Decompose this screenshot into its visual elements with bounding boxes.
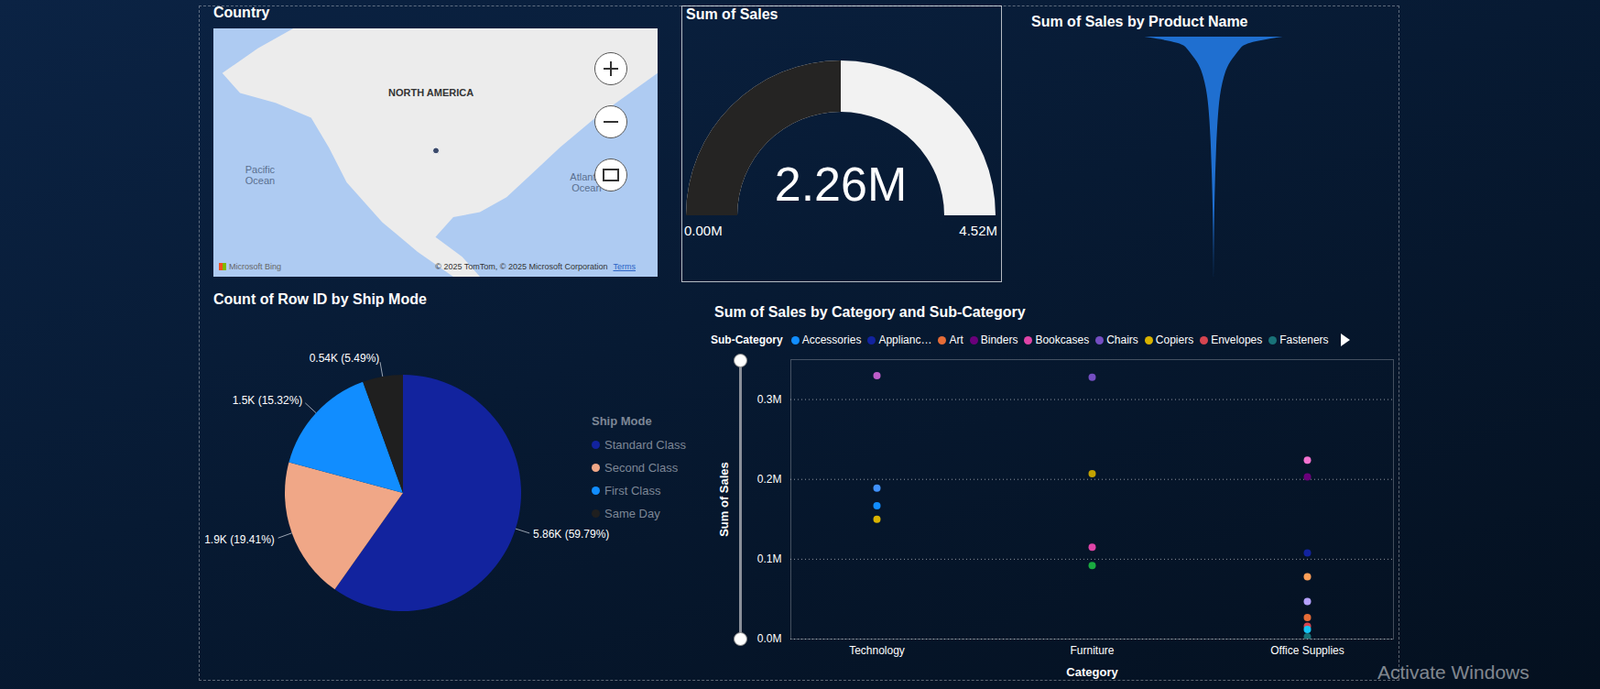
svg-text:0.1M: 0.1M	[757, 552, 783, 566]
svg-text:0.00M: 0.00M	[684, 222, 723, 239]
svg-text:2.26M: 2.26M	[774, 157, 908, 211]
svg-text:Sum of Sales: Sum of Sales	[717, 461, 731, 537]
svg-text:0.54K (5.49%): 0.54K (5.49%)	[309, 351, 381, 365]
html-text:Same Day: Same Day	[604, 506, 661, 521]
svg-text:Category: Category	[1066, 664, 1119, 679]
html-text:Activate Windows: Activate Windows	[1377, 661, 1530, 683]
html-text:Pacific Ocean: Pacific Ocean	[245, 163, 275, 186]
svg-text:0.3M: 0.3M	[757, 392, 783, 406]
html-text:Art: Art	[949, 333, 964, 347]
html-text:Fasteners: Fasteners	[1279, 333, 1329, 347]
html-text:Sum of Sales by Category and S: Sum of Sales by Category and Sub-Categor…	[714, 304, 1026, 320]
html-text:Atlantic Ocean: Atlantic Ocean	[569, 171, 603, 194]
svg-text:1.9K (19.41%): 1.9K (19.41%)	[204, 533, 275, 546]
html-text:Sub-Category: Sub-Category	[710, 333, 783, 347]
svg-text:Office Supplies: Office Supplies	[1270, 643, 1345, 657]
html-text:Accessories: Accessories	[802, 333, 862, 347]
svg-text:1.5K (15.32%): 1.5K (15.32%)	[232, 393, 304, 407]
html-text:Envelopes: Envelopes	[1210, 333, 1263, 347]
html-text:NORTH AMERICA: NORTH AMERICA	[388, 87, 474, 99]
svg-text:Technology: Technology	[848, 643, 905, 657]
html-text:Applianc…: Applianc…	[878, 333, 932, 347]
html-text:Terms: Terms	[613, 261, 636, 272]
html-text:Bookcases: Bookcases	[1035, 333, 1090, 347]
html-text:Copiers: Copiers	[1155, 333, 1194, 347]
svg-text:0.0M: 0.0M	[757, 631, 783, 645]
svg-text:0.2M: 0.2M	[757, 472, 783, 486]
html-text:Sum of Sales by Product Name: Sum of Sales by Product Name	[1031, 13, 1248, 30]
svg-text:4.52M: 4.52M	[958, 222, 998, 239]
svg-text:5.86K (59.79%): 5.86K (59.79%)	[533, 527, 610, 541]
html-text:Second Class: Second Class	[604, 460, 678, 475]
html-text:Country: Country	[213, 4, 270, 21]
html-text:Chairs: Chairs	[1106, 333, 1139, 347]
html-text:Binders: Binders	[980, 333, 1018, 347]
html-text:Standard Class: Standard Class	[604, 437, 686, 452]
html-text:Microsoft Bing: Microsoft Bing	[228, 261, 282, 272]
html-text:Sum of Sales: Sum of Sales	[685, 6, 779, 22]
html-text:First Class: First Class	[604, 483, 661, 498]
svg-text:Furniture: Furniture	[1069, 643, 1114, 657]
html-text:Ship Mode: Ship Mode	[591, 413, 652, 428]
html-text:© 2025 TomTom, © 2025 Microsof: © 2025 TomTom, © 2025 Microsoft Corporat…	[435, 261, 608, 272]
html-text:Count of Row ID by Ship Mode: Count of Row ID by Ship Mode	[213, 291, 427, 307]
